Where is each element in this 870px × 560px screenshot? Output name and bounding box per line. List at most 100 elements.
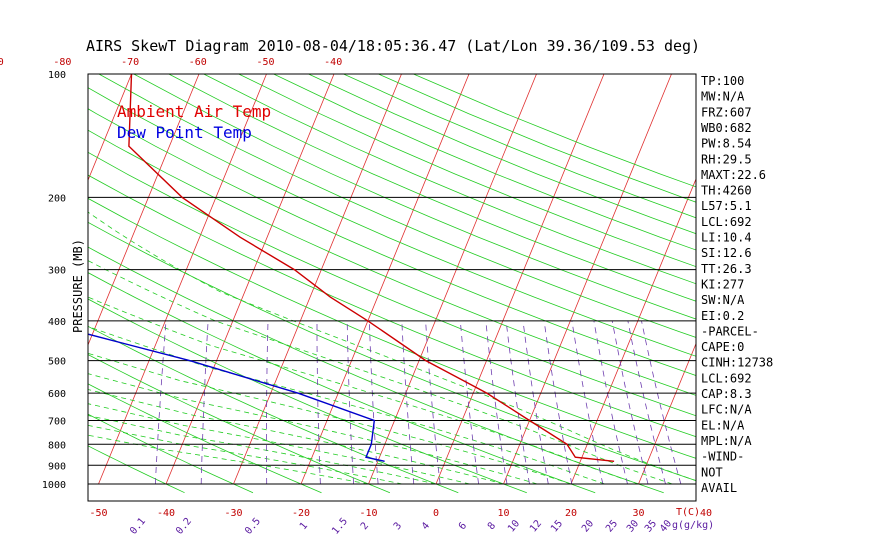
index-entry: CAP:8.3 <box>701 387 752 401</box>
moist-adiabat-line <box>88 403 470 485</box>
moist-adiabat-line <box>88 352 572 485</box>
index-entry: MW:N/A <box>701 90 745 104</box>
index-entry: PW:8.54 <box>701 137 752 151</box>
index-entry: WB0:682 <box>701 121 752 135</box>
mixing-ratio-line <box>611 320 649 485</box>
mixing-ratio-tick-label: 6 <box>457 521 469 533</box>
mixing-ratio-tick-label: 1 <box>298 521 310 533</box>
ambient-temp-line <box>128 74 615 462</box>
dry-adiabat-line <box>203 74 696 285</box>
bottom-temperature-tick-label: 20 <box>565 508 577 519</box>
isotherm-line <box>300 74 470 485</box>
dry-adiabat-line <box>88 197 696 459</box>
isotherm-line <box>503 74 672 485</box>
index-entry: SW:N/A <box>701 293 745 307</box>
mixing-ratio-tick-label: 0.2 <box>174 516 194 537</box>
dry-adiabat-line <box>88 129 696 396</box>
mixing-ratio-tick-label: 4 <box>420 521 432 533</box>
pressure-tick-label: 400 <box>48 317 66 328</box>
bottom-temperature-tick-label: 30 <box>632 508 644 519</box>
pressure-tick-label: 600 <box>48 389 66 400</box>
mixing-ratio-line <box>200 320 209 485</box>
index-entry: -PARCEL- <box>701 324 759 338</box>
pressure-tick-label: 100 <box>48 70 66 81</box>
legend-ambient-air-temp: Ambient Air Temp <box>117 102 271 121</box>
top-temperature-tick-label: -60 <box>189 57 207 68</box>
pressure-tick-label: 200 <box>48 193 66 204</box>
moist-adiabat-line <box>88 326 605 485</box>
isotherm-line <box>841 74 870 484</box>
dry-adiabat-line <box>88 413 254 494</box>
isotherm-line <box>88 74 132 182</box>
index-entry: LCL:692 <box>701 371 752 385</box>
bottom-temperature-tick-label: -20 <box>292 508 310 519</box>
top-temperature-tick-label: -40 <box>324 57 342 68</box>
dry-adiabat-line <box>88 325 459 494</box>
mixing-ratio-line <box>425 320 441 485</box>
dry-adiabat-line <box>273 74 696 251</box>
mixing-ratio-tick-label: 2 <box>359 521 371 533</box>
moist-adiabat-line <box>88 373 538 485</box>
mixing-ratio-tick-label: 20 <box>580 518 596 534</box>
index-entry: TP:100 <box>701 74 744 88</box>
index-entry: FRZ:607 <box>701 105 752 119</box>
dry-adiabat-line <box>88 151 696 417</box>
index-entry: LCL:692 <box>701 215 752 229</box>
isotherm-line <box>88 74 200 346</box>
dry-adiabat-line <box>88 445 185 494</box>
moist-adiabat-line <box>88 211 696 482</box>
dry-adiabat-line <box>88 174 696 438</box>
bottom-temperature-tick-label: -40 <box>157 508 175 519</box>
mixing-ratio-tick-label: 3 <box>392 521 404 533</box>
legend-dew-point-temp: Dew Point Temp <box>117 123 252 142</box>
index-entry: TH:4260 <box>701 184 752 198</box>
mixing-ratio-tick-label: 15 <box>549 518 565 534</box>
dry-adiabat-line <box>88 246 664 494</box>
dry-adiabat-line <box>238 74 696 268</box>
pressure-tick-label: 900 <box>48 461 66 472</box>
dry-adiabat-line <box>378 74 696 203</box>
bottom-temperature-tick-label: -10 <box>359 508 377 519</box>
mixing-ratio-tick-label: 1.5 <box>330 516 350 537</box>
dry-adiabat-line <box>98 74 696 338</box>
chart-title: AIRS SkewT Diagram 2010-08-04/18:05:36.4… <box>86 37 700 55</box>
dry-adiabat-line <box>88 383 322 494</box>
top-temperature-tick-label: -50 <box>256 57 274 68</box>
mixing-ratio-line <box>522 320 549 485</box>
index-entry: EI:0.2 <box>701 309 744 323</box>
index-entry: AVAIL <box>701 481 737 495</box>
top-temperature-tick-label: -70 <box>121 57 139 68</box>
bottom-temperature-tick-label: -50 <box>89 508 107 519</box>
dry-adiabat-line <box>88 108 696 376</box>
index-entry: NOT <box>701 465 723 479</box>
isotherm-line <box>638 342 696 485</box>
sounding-profiles <box>88 74 615 462</box>
plot-frame <box>87 73 697 502</box>
moist-adiabat-line <box>88 424 403 485</box>
dry-adiabat-line <box>88 272 596 494</box>
dry-adiabat-line <box>168 74 696 302</box>
dry-adiabat-line <box>88 298 527 494</box>
dry-adiabat-line <box>413 74 696 188</box>
index-entry: CAPE:0 <box>701 340 744 354</box>
bottom-temperature-tick-label: 10 <box>497 508 509 519</box>
isotherm-line <box>435 74 605 485</box>
bottom-temperature-tick-label: -30 <box>224 508 242 519</box>
pressure-tick-label: 500 <box>48 357 66 368</box>
isotherm-line <box>774 74 870 484</box>
moist-adiabat-line <box>88 260 673 485</box>
index-entry: CINH:12738 <box>701 356 773 370</box>
y-axis-label: PRESSURE (MB) <box>71 239 85 333</box>
top-temperature-tick-label: -80 <box>53 57 71 68</box>
isotherm-line <box>570 177 696 485</box>
mixing-ratio-tick-label: 8 <box>486 521 498 533</box>
bottom-temperature-tick-label: 0 <box>433 508 439 519</box>
index-entry: SI:12.6 <box>701 246 752 260</box>
bottom-temperature-tick-label: 40 <box>700 508 712 519</box>
mixing-ratio-line <box>346 320 354 485</box>
index-entry: KI:277 <box>701 277 744 291</box>
isotherm-line <box>368 74 537 485</box>
pressure-tick-label: 300 <box>48 266 66 277</box>
mixing-ratio-line <box>155 320 167 485</box>
